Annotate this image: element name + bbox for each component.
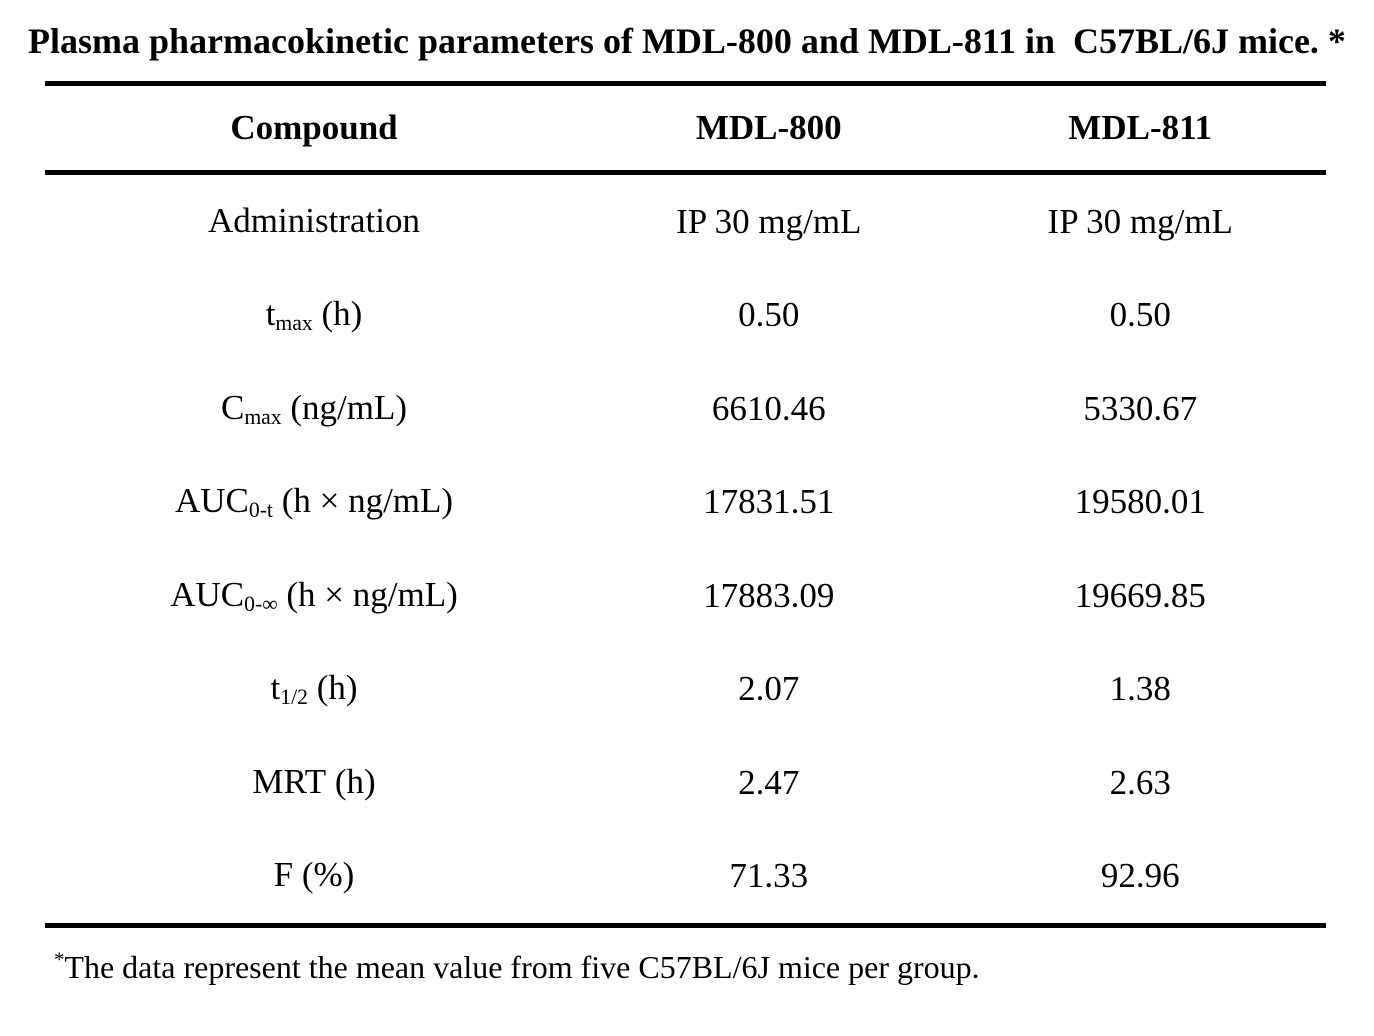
param-pre: t bbox=[270, 668, 281, 708]
param-pre: AUC bbox=[174, 481, 249, 521]
table-row-cmax: Cmax (ng/mL) 6610.46 5330.67 bbox=[45, 362, 1326, 456]
param-post: (%) bbox=[293, 855, 355, 895]
param-pre: MRT bbox=[252, 761, 327, 801]
param-post: (h × ng/mL) bbox=[277, 574, 458, 614]
footnote-text: The data represent the mean value from f… bbox=[64, 949, 980, 985]
param-label: Administration bbox=[45, 201, 583, 243]
paper-table-page: Plasma pharmacokinetic parameters of MDL… bbox=[0, 19, 1374, 1036]
param-pre: C bbox=[220, 387, 245, 427]
param-post: (ng/mL) bbox=[281, 387, 408, 427]
param-pre: t bbox=[265, 294, 276, 334]
param-sub: 0-t bbox=[248, 498, 273, 523]
table-row-auc-0-inf: AUC0-∞ (h × ng/mL) 17883.09 19669.85 bbox=[45, 549, 1326, 643]
mdl-800-value: 71.33 bbox=[729, 856, 809, 896]
param-label: AUC0-t (h × ng/mL) bbox=[45, 481, 583, 523]
param-pre: Administration bbox=[208, 200, 420, 240]
footnote: *The data represent the mean value from … bbox=[54, 948, 1374, 986]
column-header-compound: Compound bbox=[230, 107, 398, 147]
param-label: F (%) bbox=[45, 855, 583, 897]
param-sub: max bbox=[275, 311, 313, 336]
table-row-tmax: tmax (h) 0.50 0.50 bbox=[45, 269, 1326, 363]
mdl-811-value: 92.96 bbox=[1100, 856, 1180, 896]
param-post: (h) bbox=[312, 294, 363, 334]
table-row-administration: Administration IP 30 mg/mL IP 30 mg/mL bbox=[45, 175, 1326, 269]
param-label: AUC0-∞ (h × ng/mL) bbox=[45, 575, 583, 617]
table-row-f-percent: F (%) 71.33 92.96 bbox=[45, 830, 1326, 924]
param-post: (h × ng/mL) bbox=[272, 481, 454, 521]
mdl-811-value: 5330.67 bbox=[1083, 388, 1198, 428]
mdl-800-value: 2.07 bbox=[738, 669, 800, 709]
mdl-800-value: 2.47 bbox=[738, 762, 800, 802]
param-label: MRT (h) bbox=[45, 762, 583, 804]
param-post: (h) bbox=[307, 668, 358, 708]
param-label: t1/2 (h) bbox=[45, 668, 583, 710]
column-header-mdl-800: MDL-800 bbox=[695, 107, 842, 147]
param-sub: 0-∞ bbox=[244, 591, 278, 616]
param-label: Cmax (ng/mL) bbox=[45, 388, 583, 430]
param-sub: 1/2 bbox=[280, 685, 308, 710]
pharmacokinetics-table: Compound MDL-800 MDL-811 Administration … bbox=[45, 81, 1326, 928]
mdl-800-value: 0.50 bbox=[738, 295, 800, 335]
footnote-asterisk: * bbox=[54, 948, 65, 972]
param-pre: AUC bbox=[170, 574, 245, 614]
mdl-811-value: 2.63 bbox=[1109, 762, 1171, 802]
table-row-t-half: t1/2 (h) 2.07 1.38 bbox=[45, 643, 1326, 737]
table-row-mrt: MRT (h) 2.47 2.63 bbox=[45, 736, 1326, 830]
mdl-811-value: 0.50 bbox=[1109, 295, 1171, 335]
mdl-811-value: 19580.01 bbox=[1074, 482, 1206, 522]
mdl-800-value: IP 30 mg/mL bbox=[676, 201, 862, 241]
mdl-811-value: IP 30 mg/mL bbox=[1047, 201, 1233, 241]
table-row-auc-0-t: AUC0-t (h × ng/mL) 17831.51 19580.01 bbox=[45, 456, 1326, 550]
param-label: tmax (h) bbox=[45, 294, 583, 336]
param-pre: F bbox=[273, 855, 294, 895]
table-title: Plasma pharmacokinetic parameters of MDL… bbox=[28, 21, 1346, 61]
mdl-800-value: 17883.09 bbox=[703, 575, 835, 615]
param-post: (h) bbox=[326, 761, 376, 801]
mdl-811-value: 1.38 bbox=[1109, 669, 1171, 709]
table-header-row: Compound MDL-800 MDL-811 bbox=[45, 86, 1326, 175]
mdl-811-value: 19669.85 bbox=[1074, 575, 1206, 615]
column-header-mdl-811: MDL-811 bbox=[1068, 107, 1213, 147]
param-sub: max bbox=[244, 404, 282, 429]
mdl-800-value: 17831.51 bbox=[703, 482, 835, 522]
mdl-800-value: 6610.46 bbox=[711, 388, 826, 428]
